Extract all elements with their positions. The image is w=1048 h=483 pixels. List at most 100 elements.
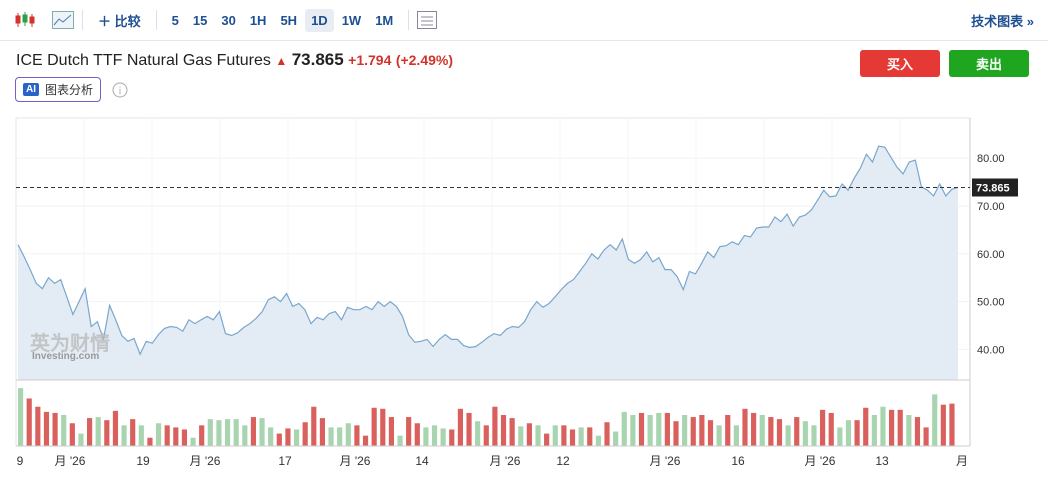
volume-bar (923, 427, 929, 446)
volume-bar (914, 417, 921, 446)
volume-bar (319, 418, 326, 446)
volume-bar (52, 412, 58, 446)
volume-bar (121, 425, 127, 446)
volume-bar (293, 429, 300, 446)
volume-bar (621, 411, 627, 446)
compare-button[interactable]: ＋ 比较 (98, 13, 141, 29)
volume-bar (802, 421, 808, 446)
volume-bar (699, 415, 705, 446)
x-tick-label: 17 (278, 454, 292, 468)
ai-badge: AI (23, 83, 39, 96)
interval-button[interactable]: 1H (249, 12, 267, 28)
interval-button[interactable]: 30 (221, 12, 236, 28)
instrument-title: ICE Dutch TTF Natural Gas Futures (16, 52, 271, 69)
volume-bar (371, 407, 377, 446)
volume-bar (354, 425, 360, 446)
x-tick-label: 16 (731, 454, 745, 468)
interval-button[interactable]: 15 (192, 12, 208, 28)
price-tag-bg (972, 178, 1018, 197)
ai-label: 图表分析 (45, 83, 94, 97)
volume-bar (86, 418, 93, 446)
volume-bar (475, 421, 481, 446)
volume-bar (414, 423, 420, 446)
volume-bar (500, 415, 507, 446)
volume-bar (690, 417, 696, 446)
volume-bar (61, 415, 67, 446)
last-price: 73.865 (291, 50, 344, 69)
volume-bar (26, 398, 32, 446)
volume-bar (854, 420, 860, 446)
price-change: +1.794 (348, 52, 392, 68)
volume-bar (440, 428, 446, 446)
volume-bar (587, 427, 593, 446)
volume-bar (492, 406, 498, 446)
volume-bar (388, 417, 394, 446)
volume-bar (207, 419, 213, 446)
volume-bar (224, 419, 231, 446)
volume-bar (78, 433, 84, 446)
interval-button[interactable]: 1M (375, 12, 394, 28)
interval-button[interactable]: 1D (305, 8, 334, 32)
price-change-pct: (+2.49%) (395, 52, 454, 68)
x-tick-label: 月 '26 (190, 454, 221, 468)
ai-analysis-button[interactable]: AI 图表分析 (15, 77, 102, 102)
separator (155, 10, 157, 30)
price-area (18, 146, 958, 380)
volume-bar (431, 425, 438, 446)
volume-bar (569, 429, 576, 446)
x-tick-label: 19 (136, 454, 150, 468)
tech-chart-link[interactable]: 技术图表 » (971, 13, 1034, 29)
volume-bar (906, 415, 912, 446)
volume-bar (483, 425, 489, 446)
volume-bar (43, 411, 50, 446)
volume-bar (794, 417, 800, 446)
volume-bar (112, 410, 119, 446)
volume-bar (457, 408, 463, 446)
volume-bar (138, 425, 144, 446)
volume-bar (233, 419, 239, 446)
volume-bar (578, 427, 584, 446)
volume-bar (518, 426, 524, 446)
interval-group: 5 15 30 1H 5H 1D 1W 1M (165, 8, 401, 32)
volume-bar (423, 427, 429, 446)
price-line (17, 145, 959, 356)
volume-bar (250, 417, 257, 446)
volume-bar (69, 423, 75, 446)
info-icon[interactable]: i (112, 82, 128, 98)
volume-bar (664, 412, 670, 446)
chart-frame (15, 117, 971, 447)
x-tick-label: 12 (556, 454, 570, 468)
volume-bar (932, 394, 938, 446)
interval-button[interactable]: 1W (341, 12, 362, 28)
up-arrow: ▲ (275, 54, 288, 68)
volume-bar (561, 425, 567, 446)
candle-icon[interactable] (14, 10, 36, 30)
interval-button[interactable]: 5 (171, 12, 179, 28)
volume-bar (466, 412, 472, 446)
volume-bar (949, 403, 955, 446)
area-icon[interactable] (52, 11, 74, 29)
volume-bar (164, 425, 170, 446)
volume-bar (380, 408, 386, 446)
svg-text:i: i (119, 86, 121, 97)
volume-bar (311, 406, 317, 446)
volume-bar (302, 422, 308, 446)
buy-button[interactable]: 买入 (860, 50, 940, 77)
volume-bar (130, 419, 136, 446)
table-icon[interactable] (417, 11, 438, 29)
x-tick-label: 月 (956, 454, 968, 468)
volume-bar (604, 422, 610, 446)
y-tick-label: 70.00 (977, 201, 1005, 213)
interval-button[interactable]: 5H (280, 12, 298, 28)
compare-label: 比较 (114, 13, 141, 29)
sell-button[interactable]: 卖出 (949, 50, 1029, 77)
volume-bar (811, 425, 817, 446)
volume-bar (638, 412, 645, 446)
separator (82, 10, 83, 30)
volume-bar (630, 415, 636, 446)
volume-bar (526, 423, 532, 446)
volume-bar (268, 427, 274, 446)
y-tick-label: 80.00 (977, 153, 1005, 165)
x-tick-label: 月 '26 (340, 454, 371, 468)
